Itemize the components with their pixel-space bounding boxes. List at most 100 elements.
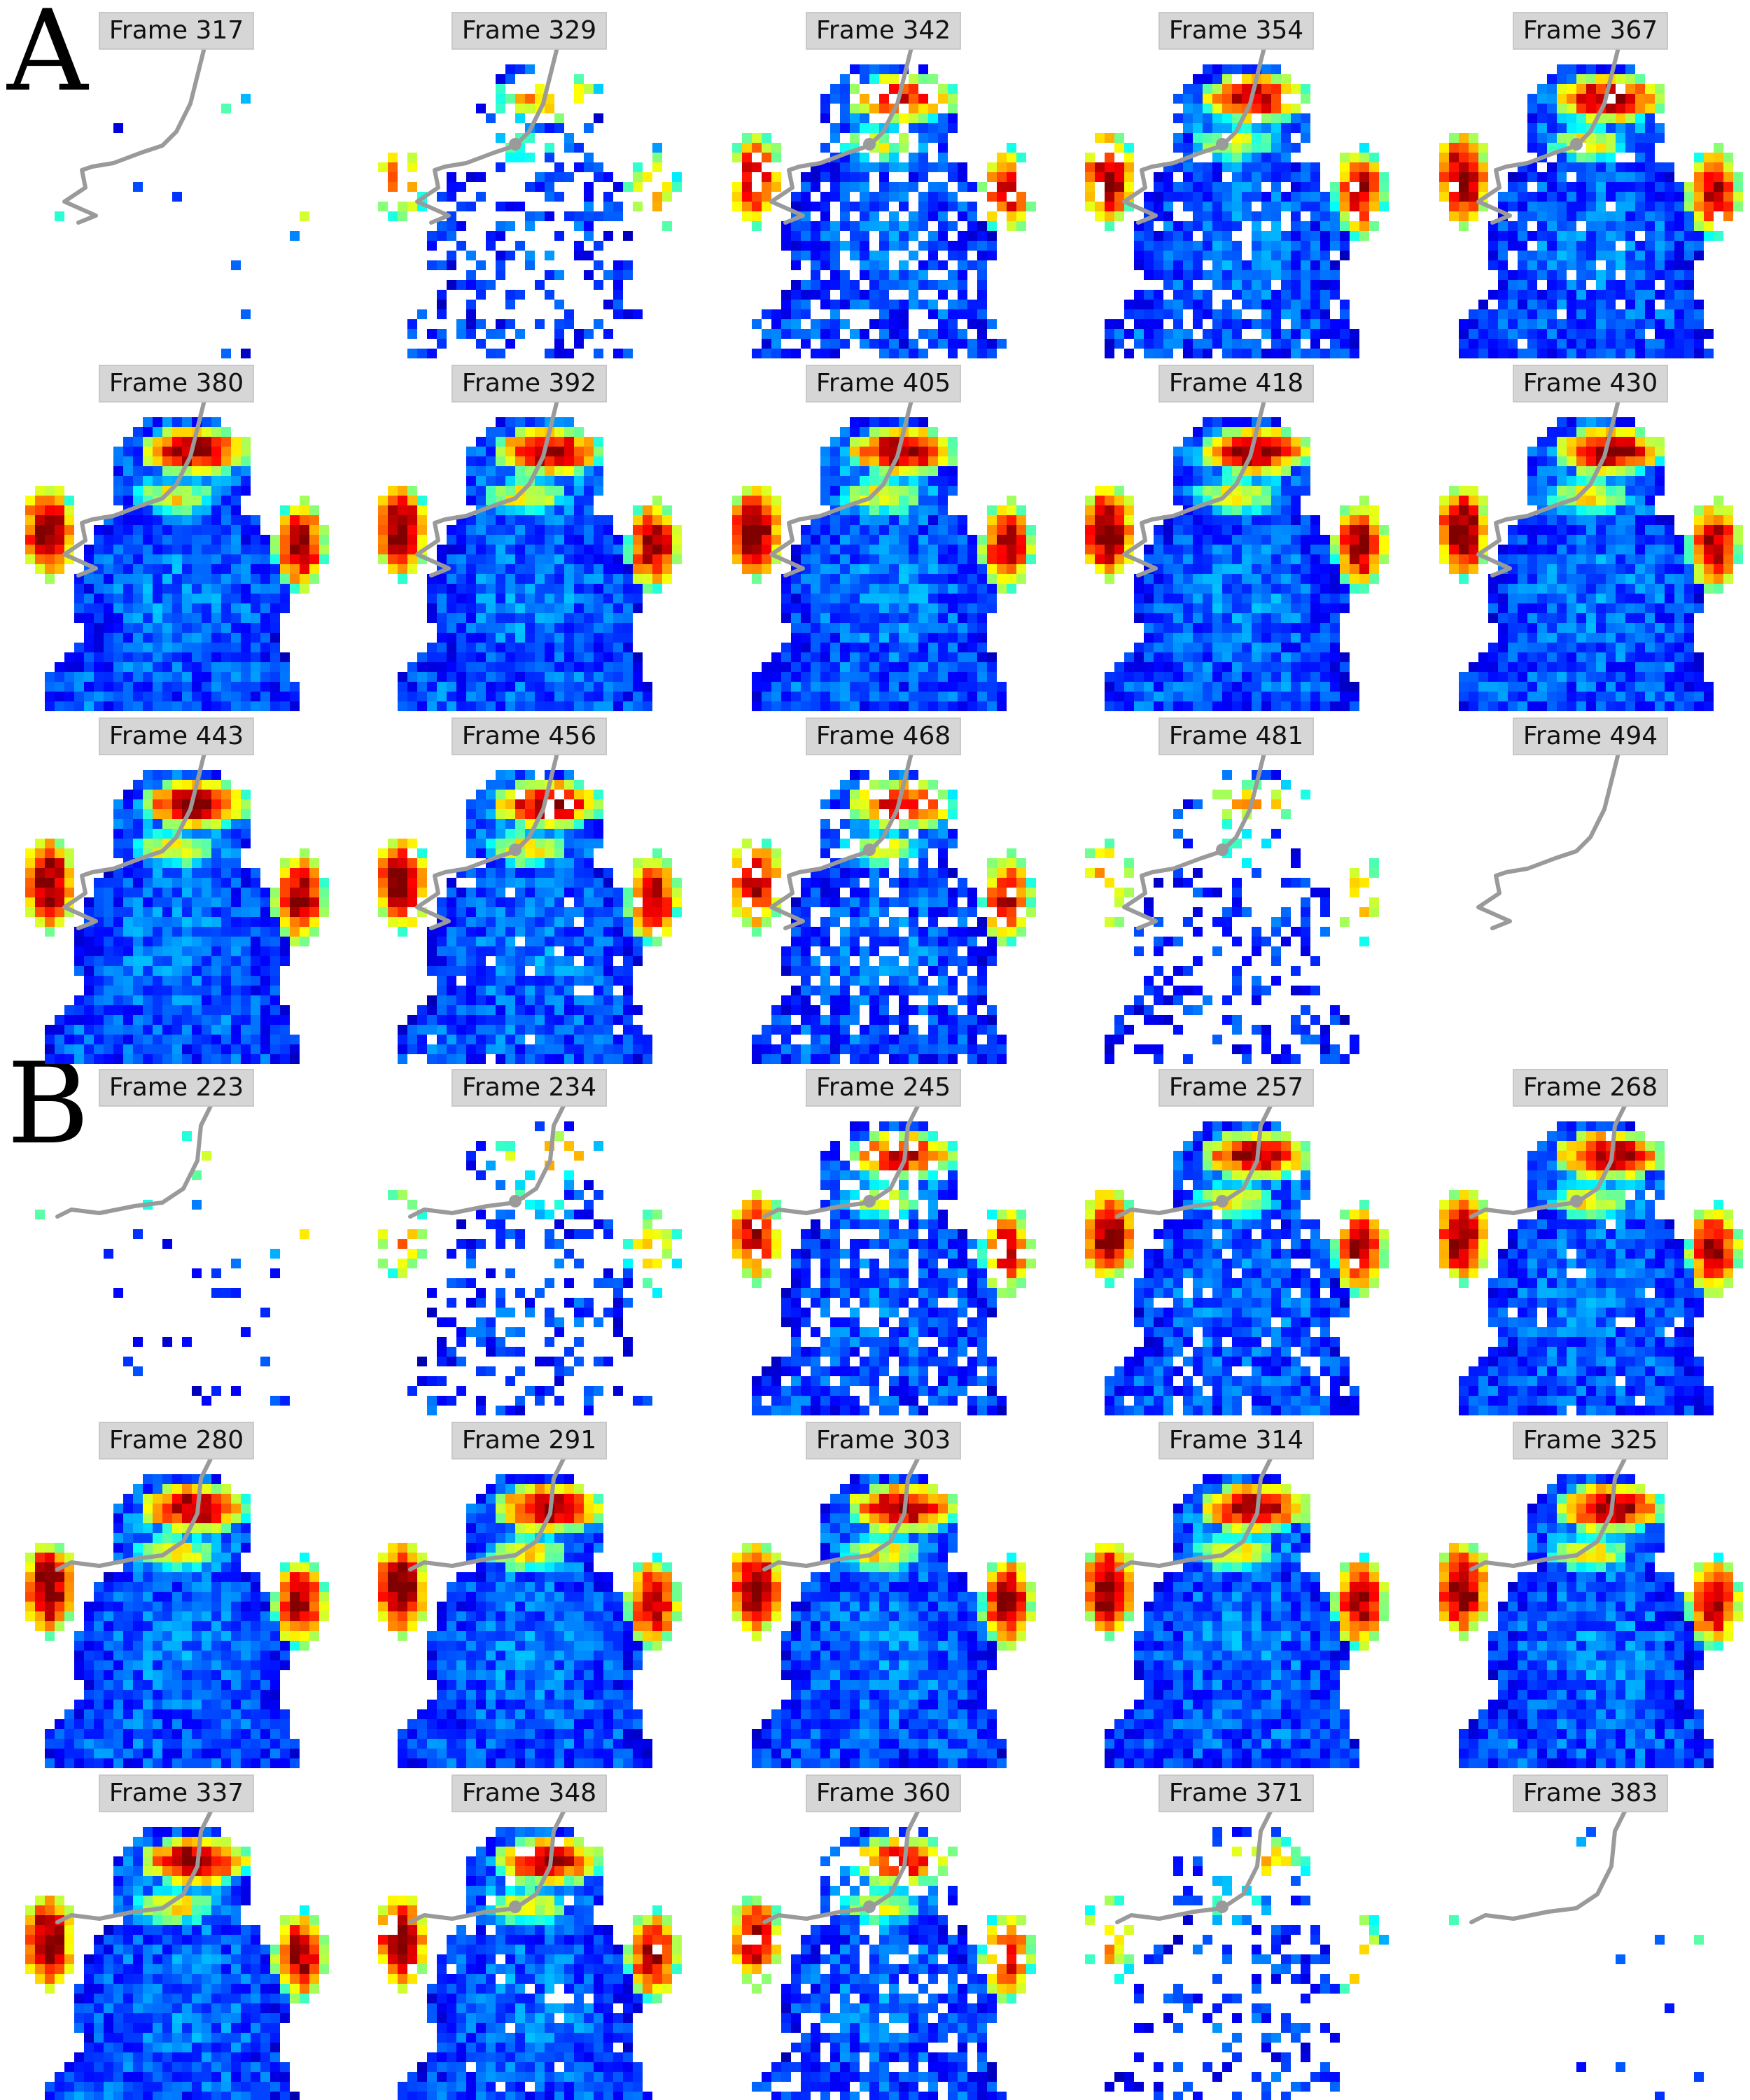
frame-label: Frame 371 bbox=[1158, 1774, 1314, 1812]
frame-label-text: Frame 456 bbox=[462, 722, 596, 750]
trajectory bbox=[1122, 46, 1266, 225]
heatmap bbox=[25, 770, 329, 1064]
heatmap bbox=[732, 770, 1036, 1064]
trajectory-path bbox=[762, 1455, 920, 1572]
trajectory-path bbox=[55, 1102, 214, 1219]
frame-tile-frame-456: Frame 456 bbox=[378, 718, 682, 1064]
frame-label-text: Frame 371 bbox=[1169, 1779, 1303, 1807]
trajectory-path bbox=[55, 1808, 214, 1924]
trajectory-path bbox=[1469, 1455, 1628, 1572]
trajectory bbox=[408, 1808, 566, 1924]
trajectory bbox=[1115, 1808, 1273, 1924]
heatmap bbox=[378, 1827, 682, 2100]
trajectory bbox=[762, 1455, 920, 1572]
frame-label-text: Frame 430 bbox=[1523, 369, 1658, 398]
frame-label: Frame 383 bbox=[1513, 1774, 1668, 1812]
trajectory bbox=[1122, 751, 1266, 930]
frame-label-text: Frame 418 bbox=[1169, 369, 1303, 398]
frame-tile-frame-383: Frame 383 bbox=[1449, 1774, 1704, 2100]
frame-label: Frame 314 bbox=[1158, 1422, 1314, 1460]
trajectory-dot bbox=[1570, 138, 1583, 150]
frame-label: Frame 354 bbox=[1158, 12, 1314, 50]
frame-label: Frame 443 bbox=[99, 718, 254, 755]
trajectory bbox=[408, 1102, 566, 1219]
frame-label: Frame 367 bbox=[1513, 12, 1668, 50]
frame-tile-frame-317: Frame 317 bbox=[55, 12, 309, 358]
heatmap bbox=[25, 1827, 329, 2100]
frame-label: Frame 325 bbox=[1513, 1422, 1668, 1460]
heatmap bbox=[732, 64, 1036, 358]
trajectory-dot bbox=[1216, 844, 1228, 856]
frame-label: Frame 342 bbox=[806, 12, 961, 50]
trajectory-path bbox=[62, 46, 206, 225]
heatmap bbox=[1085, 770, 1379, 1064]
frame-label-text: Frame 360 bbox=[816, 1779, 951, 1807]
trajectory-dot bbox=[1216, 138, 1228, 150]
heatmap bbox=[1085, 1121, 1389, 1415]
frame-label: Frame 337 bbox=[99, 1774, 254, 1812]
trajectory-path bbox=[1122, 751, 1266, 930]
frame-tile-frame-481: Frame 481 bbox=[1085, 718, 1379, 1064]
heatmap bbox=[1439, 1474, 1743, 1768]
trajectory-dot bbox=[1216, 1900, 1228, 1913]
frame-label-text: Frame 223 bbox=[109, 1073, 244, 1102]
frame-label: Frame 456 bbox=[451, 718, 607, 755]
trajectory bbox=[55, 1102, 214, 1219]
trajectory bbox=[1469, 1808, 1628, 1924]
panel-letter-a: A bbox=[6, 0, 90, 116]
trajectory bbox=[1476, 398, 1620, 578]
frame-tile-frame-234: Frame 234 bbox=[378, 1069, 682, 1415]
trajectory bbox=[1476, 751, 1620, 930]
trajectory bbox=[1469, 1455, 1628, 1572]
trajectory-dot bbox=[509, 844, 522, 856]
frame-tile-frame-430: Frame 430 bbox=[1439, 365, 1743, 711]
trajectory-path bbox=[62, 398, 206, 578]
frame-label-text: Frame 257 bbox=[1169, 1073, 1303, 1102]
frame-tile-frame-223: Frame 223 bbox=[35, 1069, 309, 1406]
trajectory bbox=[408, 1455, 566, 1572]
trajectory-dot bbox=[509, 1900, 522, 1913]
frame-tile-frame-280: Frame 280 bbox=[25, 1422, 329, 1768]
heatmap bbox=[35, 1131, 309, 1406]
frame-label-text: Frame 443 bbox=[109, 722, 244, 750]
trajectory bbox=[769, 751, 913, 930]
trajectory-path bbox=[769, 46, 913, 225]
trajectory-path bbox=[1122, 46, 1266, 225]
trajectory-path bbox=[415, 398, 559, 578]
heatmap bbox=[1085, 417, 1389, 711]
frame-label: Frame 481 bbox=[1158, 718, 1314, 755]
trajectory-path bbox=[415, 46, 559, 225]
trajectory bbox=[415, 46, 559, 225]
trajectory bbox=[415, 751, 559, 930]
frame-tile-frame-354: Frame 354 bbox=[1085, 12, 1389, 358]
frame-tile-frame-360: Frame 360 bbox=[732, 1774, 1036, 2100]
trajectory-dot bbox=[863, 1195, 876, 1208]
frame-label-text: Frame 303 bbox=[816, 1426, 951, 1455]
frame-tile-frame-494: Frame 494 bbox=[1476, 718, 1668, 930]
frame-label-text: Frame 342 bbox=[816, 16, 951, 45]
frame-label-text: Frame 329 bbox=[462, 16, 596, 45]
trajectory-dot bbox=[863, 1900, 876, 1913]
frame-label: Frame 468 bbox=[806, 718, 961, 755]
heatmap bbox=[1439, 1121, 1743, 1415]
heatmap bbox=[378, 1474, 682, 1768]
heatmap bbox=[732, 1827, 1036, 2100]
frame-tile-frame-314: Frame 314 bbox=[1085, 1422, 1389, 1768]
frame-label: Frame 291 bbox=[451, 1422, 607, 1460]
trajectory bbox=[762, 1102, 920, 1219]
trajectory bbox=[62, 398, 206, 578]
frame-tile-frame-257: Frame 257 bbox=[1085, 1069, 1389, 1415]
frame-label: Frame 418 bbox=[1158, 365, 1314, 402]
frame-label: Frame 234 bbox=[451, 1069, 607, 1107]
frame-tile-frame-268: Frame 268 bbox=[1439, 1069, 1743, 1415]
frame-label: Frame 348 bbox=[451, 1774, 607, 1812]
trajectory bbox=[762, 1808, 920, 1924]
trajectory-dot bbox=[863, 138, 876, 150]
frame-tile-frame-468: Frame 468 bbox=[732, 718, 1036, 1064]
frame-label-text: Frame 367 bbox=[1523, 16, 1658, 45]
frame-tile-frame-392: Frame 392 bbox=[378, 365, 682, 711]
trajectory-path bbox=[1115, 1455, 1273, 1572]
frame-label: Frame 268 bbox=[1513, 1069, 1668, 1107]
frame-tile-frame-443: Frame 443 bbox=[25, 718, 329, 1064]
